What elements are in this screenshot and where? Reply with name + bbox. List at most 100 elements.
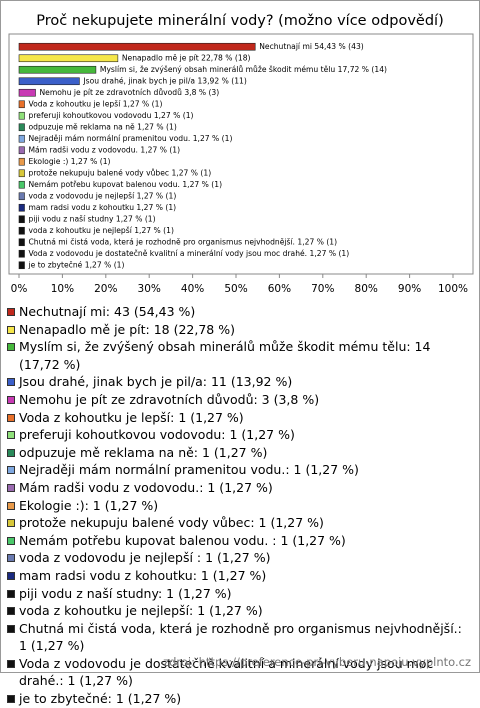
- x-tick-label: 0%: [11, 283, 28, 295]
- bar-label: Voda z vodovodu je dostatečně kvalitní a…: [29, 249, 350, 258]
- legend-item: Nemohu je pít ze zdravotních důvodů: 3 (…: [7, 391, 473, 409]
- bar-label: mam radsi vodu z kohoutku 1,27 % (1): [29, 203, 177, 212]
- legend-label: Nemám potřebu kupovat balenou vodu. : 1 …: [19, 532, 346, 548]
- x-tick-label: 80%: [355, 283, 378, 295]
- bar: [18, 54, 119, 63]
- bar-label: je to zbytečné 1,27 % (1): [28, 260, 125, 269]
- legend-label: Nenapadlo mě je pít: 18 (22,78 %): [19, 321, 235, 337]
- legend-label: Myslím si, že zvýšený obsah minerálů můž…: [19, 339, 431, 372]
- legend-item: odpuzuje mě reklama na ně: 1 (1,27 %): [7, 444, 473, 462]
- legend-label: Nejraději mám normální pramenitou vodu.:…: [19, 462, 359, 478]
- legend-swatch: [7, 536, 15, 545]
- bar: [18, 134, 25, 143]
- legend-label: voda z vodovodu je nejlepší : 1 (1,27 %): [19, 550, 271, 566]
- bar: [18, 261, 25, 270]
- legend-label: Ekologie :): 1 (1,27 %): [19, 497, 159, 513]
- x-tick-label: 40%: [181, 283, 204, 295]
- legend-label: Mám radši vodu z vodovodu.: 1 (1,27 %): [19, 479, 273, 495]
- bar: [18, 111, 25, 120]
- legend-item: protože nekupuju balené vody vůbec: 1 (1…: [7, 514, 473, 532]
- bar-label: Voda z kohoutku je lepší 1,27 % (1): [29, 99, 163, 108]
- legend-label: Voda z kohoutku je lepší: 1 (1,27 %): [19, 409, 244, 425]
- bar: [18, 42, 256, 51]
- legend-label: protože nekupuju balené vody vůbec: 1 (1…: [19, 515, 324, 531]
- legend-swatch: [7, 325, 15, 334]
- legend-label: odpuzuje mě reklama na ně: 1 (1,27 %): [19, 444, 268, 460]
- legend-swatch: [7, 554, 15, 563]
- legend-label: Nemohu je pít ze zdravotních důvodů: 3 (…: [19, 391, 320, 407]
- bar-label: Nenapadlo mě je pít 22,78 % (18): [122, 53, 251, 62]
- legend-swatch: [7, 343, 15, 352]
- x-tick-label: 30%: [138, 283, 161, 295]
- x-tick-label: 70%: [311, 283, 334, 295]
- legend-swatch: [7, 431, 15, 440]
- legend-item: voda z vodovodu je nejlepší : 1 (1,27 %): [7, 549, 473, 567]
- bar-label: Nemohu je pít ze zdravotních důvodů 3,8 …: [39, 88, 219, 97]
- bar-label: Mám radši vodu z vodovodu. 1,27 % (1): [29, 145, 181, 154]
- x-tick-label: 90%: [398, 283, 421, 295]
- legend-item: Mám radši vodu z vodovodu.: 1 (1,27 %): [7, 479, 473, 497]
- bar: [18, 192, 25, 201]
- bar: [18, 65, 97, 74]
- legend-label: je to zbytečné: 1 (1,27 %): [19, 691, 182, 707]
- legend-item: voda z kohoutku je nejlepší: 1 (1,27 %): [7, 602, 473, 620]
- bar-label: Nechutnají mi 54,43 % (43): [259, 42, 364, 51]
- legend-swatch: [7, 501, 15, 510]
- legend-item: Nechutnají mi: 43 (54,43 %): [7, 303, 473, 321]
- bar-label: Ekologie :) 1,27 % (1): [29, 157, 111, 166]
- bar: [18, 238, 25, 247]
- legend-swatch: [7, 378, 15, 387]
- legend-item: piji vodu z naší studny: 1 (1,27 %): [7, 585, 473, 603]
- legend-item: Jsou drahé, jinak bych je pil/a: 11 (13,…: [7, 373, 473, 391]
- legend-swatch: [7, 308, 15, 316]
- bar: [18, 249, 25, 258]
- x-tick-label: 60%: [268, 283, 291, 295]
- legend-swatch: [7, 589, 15, 598]
- legend-label: Jsou drahé, jinak bych je pil/a: 11 (13,…: [19, 374, 293, 390]
- x-tick-label: 20%: [94, 283, 117, 295]
- legend-swatch: [7, 659, 15, 668]
- x-tick-label: 100%: [438, 283, 468, 295]
- bar: [18, 226, 25, 235]
- legend-item: Nejraději mám normální pramenitou vodu.:…: [7, 461, 473, 479]
- bar-label: voda z kohoutku je nejlepší 1,27 % (1): [29, 226, 174, 235]
- bar-label: protože nekupuju balené vody vůbec 1,27 …: [29, 168, 212, 177]
- legend-item: mam radsi vodu z kohoutku: 1 (1,27 %): [7, 567, 473, 585]
- legend-item: Ekologie :): 1 (1,27 %): [7, 497, 473, 515]
- bar-label: preferuji kohoutkovou vodovodu 1,27 % (1…: [29, 111, 194, 120]
- bar-label: piji vodu z naší studny 1,27 % (1): [29, 214, 156, 223]
- bar-label: Nejraději mám normální pramenitou vodu. …: [29, 134, 233, 143]
- legend-swatch: [7, 448, 15, 457]
- legend-label: Chutná mi čistá voda, která je rozhodně …: [19, 620, 462, 654]
- legend-swatch: [7, 413, 15, 422]
- source: zdroj: https://preference-pri-vyberu-nap…: [163, 655, 471, 669]
- legend-item: Nenapadlo mě je pít: 18 (22,78 %): [7, 321, 473, 339]
- legend-swatch: [7, 466, 15, 475]
- bar: [18, 180, 25, 189]
- bar-label: Jsou drahé, jinak bych je pil/a 13,92 % …: [82, 76, 246, 85]
- legend-label: mam radsi vodu z kohoutku: 1 (1,27 %): [19, 567, 267, 583]
- legend-swatch: [7, 395, 15, 404]
- legend-label: preferuji kohoutkovou vodovodu: 1 (1,27 …: [19, 427, 295, 443]
- legend-item: je to zbytečné: 1 (1,27 %): [7, 690, 473, 708]
- bar: [18, 203, 25, 212]
- bar: [18, 215, 25, 224]
- bar: [18, 77, 80, 86]
- x-tick-label: 10%: [51, 283, 74, 295]
- legend-swatch: [7, 607, 15, 616]
- legend-item: Chutná mi čistá voda, která je rozhodně …: [7, 620, 473, 655]
- legend-item: Myslím si, že zvýšený obsah minerálů můž…: [7, 338, 473, 373]
- legend-item: Voda z kohoutku je lepší: 1 (1,27 %): [7, 409, 473, 427]
- bar: [18, 100, 25, 109]
- legend-label: Nechutnají mi: 43 (54,43 %): [19, 304, 196, 319]
- bar: [18, 169, 25, 178]
- bar: [18, 88, 36, 97]
- legend-swatch: [7, 571, 15, 580]
- legend-swatch: [7, 624, 15, 633]
- legend-swatch: [7, 519, 15, 528]
- bar-label: voda z vodovodu je nejlepší 1,27 % (1): [29, 191, 177, 200]
- legend-swatch: [7, 483, 15, 492]
- legend-label: voda z kohoutku je nejlepší: 1 (1,27 %): [19, 603, 263, 619]
- plot-frame: [8, 33, 474, 275]
